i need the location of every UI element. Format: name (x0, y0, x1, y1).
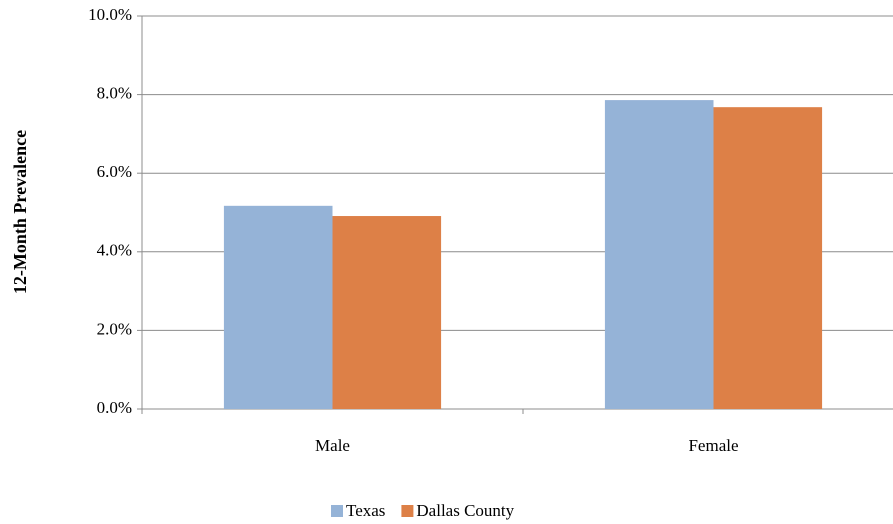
bar (223, 205, 333, 409)
y-tick-label: 6.0% (97, 162, 132, 181)
y-tick-label: 0.0% (97, 398, 132, 417)
x-tick-label: Male (315, 436, 350, 455)
legend-label: Dallas County (416, 501, 514, 520)
legend-label: Texas (346, 501, 385, 520)
y-tick-label: 10.0% (88, 5, 132, 24)
legend-swatch (401, 505, 414, 517)
legend-swatch (331, 505, 343, 517)
x-tick-label: Female (688, 436, 738, 455)
y-tick-label: 4.0% (97, 241, 132, 260)
y-axis-label: 12-Month Prevalence (10, 130, 30, 294)
bar (332, 216, 442, 409)
y-tick-label: 8.0% (97, 84, 132, 103)
bar (713, 107, 823, 410)
bar (604, 100, 714, 410)
y-tick-label: 2.0% (97, 319, 132, 338)
